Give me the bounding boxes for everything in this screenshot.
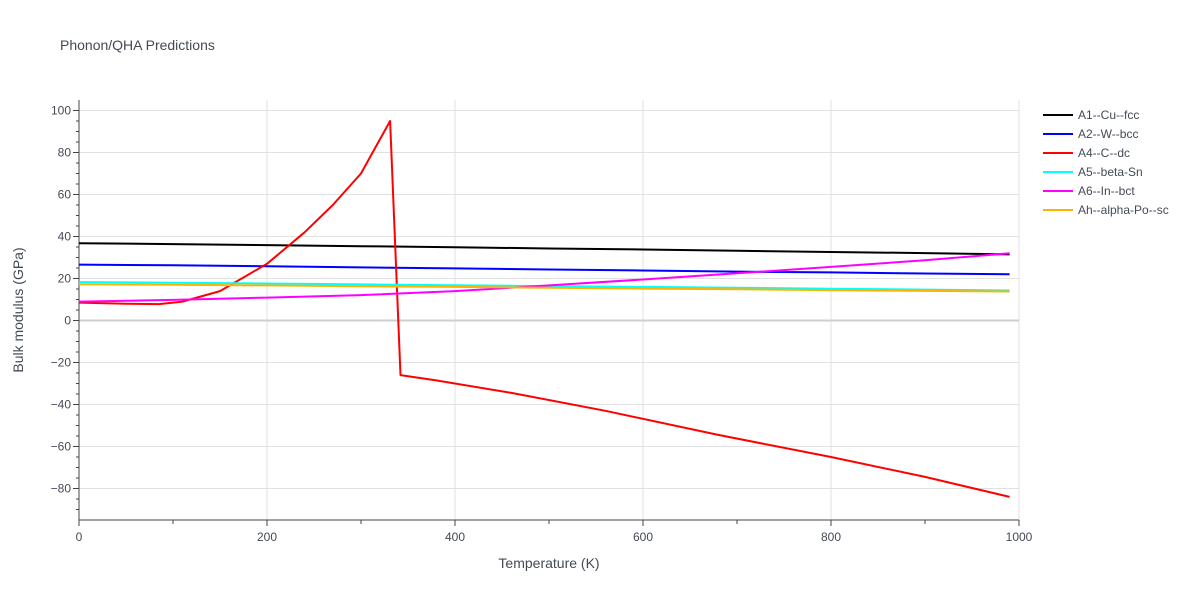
legend-label: A6--In--bct <box>1078 184 1135 198</box>
axes: 0 200 400 600 800 1000100806040200−20−40−60−8… <box>51 100 1033 544</box>
x-tick-label: 0 <box>76 530 83 544</box>
series-lines <box>78 120 1010 498</box>
y-tick-label: −40 <box>51 398 72 412</box>
series-line-A4--C--dc <box>78 120 1010 498</box>
legend-item[interactable]: A1--Cu--fcc <box>1043 108 1139 122</box>
series-line-A6--In--bct <box>78 252 1010 303</box>
y-tick-label: 100 <box>51 104 71 118</box>
legend[interactable]: A1--Cu--fcc A2--W--bcc A4--C--dc A5--beta-S… <box>1043 108 1169 217</box>
x-tick-label: 1000 <box>1006 530 1033 544</box>
legend-item[interactable]: A6--In--bct <box>1043 184 1135 198</box>
y-tick-label: −60 <box>51 440 72 454</box>
legend-label: A2--W--bcc <box>1078 127 1138 141</box>
x-tick-label: 600 <box>633 530 653 544</box>
legend-item[interactable]: A2--W--bcc <box>1043 127 1138 141</box>
y-tick-label: 60 <box>58 188 72 202</box>
y-tick-label: 0 <box>64 314 71 328</box>
x-tick-label: 200 <box>257 530 277 544</box>
series-line-A1--Cu--fcc <box>78 242 1010 256</box>
legend-item[interactable]: A5--beta-Sn <box>1043 165 1143 179</box>
x-tick-label: 400 <box>445 530 465 544</box>
legend-item[interactable]: A4--C--dc <box>1043 146 1130 160</box>
legend-label: A5--beta-Sn <box>1078 165 1143 179</box>
series-line-Ah--alpha-Po--sc <box>78 283 1010 293</box>
grid <box>79 100 1020 520</box>
y-tick-label: 20 <box>58 272 72 286</box>
legend-item[interactable]: Ah--alpha-Po--sc <box>1043 203 1169 217</box>
y-tick-label: 40 <box>58 230 72 244</box>
legend-label: A1--Cu--fcc <box>1078 108 1139 122</box>
y-tick-label: −20 <box>51 356 72 370</box>
legend-label: A4--C--dc <box>1078 146 1130 160</box>
y-tick-label: 80 <box>58 146 72 160</box>
legend-label: Ah--alpha-Po--sc <box>1078 203 1169 217</box>
x-tick-label: 800 <box>821 530 841 544</box>
series-line-A2--W--bcc <box>78 263 1010 276</box>
y-tick-label: −80 <box>51 482 72 496</box>
chart-title: Phonon/QHA Predictions <box>60 37 215 53</box>
y-axis-label: Bulk modulus (GPa) <box>10 247 26 372</box>
x-axis-label: Temperature (K) <box>498 555 599 571</box>
